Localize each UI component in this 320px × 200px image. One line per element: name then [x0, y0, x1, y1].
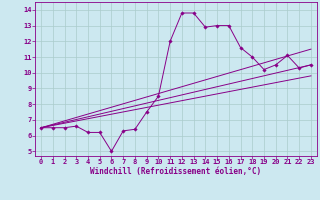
X-axis label: Windchill (Refroidissement éolien,°C): Windchill (Refroidissement éolien,°C): [91, 167, 261, 176]
